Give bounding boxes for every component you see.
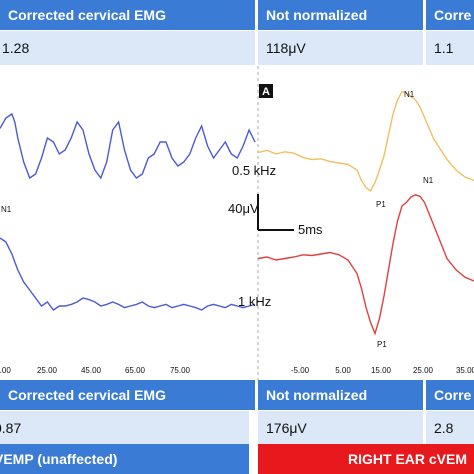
right-banner: RIGHT EAR cVEM (258, 444, 474, 474)
vemp-chart: A N1 N1 P1 N1 P1 0.5 kHz 1 kHz 40μV 5ms … (0, 66, 474, 382)
left-tick: 75.00 (170, 366, 191, 375)
right-tick: 5.00 (335, 366, 351, 375)
top-header-not-normalized: Not normalized (258, 0, 423, 30)
bottom-value-not-normalized: 176μV (258, 411, 423, 445)
panel-label: A (262, 86, 270, 98)
bottom-value-corrected-partial: 2.8 (426, 411, 474, 445)
label-0.5khz: 0.5 kHz (232, 163, 276, 178)
right05-p1-label: P1 (376, 200, 386, 209)
scale-amplitude-label: 40μV (228, 201, 259, 216)
left-trace-0.5khz (0, 112, 256, 180)
right-trace-0.5khz (257, 90, 474, 193)
right-tick: 25.00 (413, 366, 434, 375)
right-x-axis: -5.00 5.00 15.00 25.00 35.00 (291, 366, 474, 375)
left-n1-label: N1 (1, 205, 12, 214)
left-banner: VEMP (unaffected) (0, 444, 249, 474)
bottom-header-not-normalized: Not normalized (258, 380, 423, 410)
right05-n1-label: N1 (404, 90, 415, 99)
left-x-axis: 5.00 25.00 45.00 65.00 75.00 (0, 366, 191, 375)
bottom-header-corrected-partial: Corre (426, 380, 474, 410)
bottom-header-corrected-emg: Corrected cervical EMG (0, 380, 255, 410)
left-tick: 45.00 (81, 366, 102, 375)
bottom-value-corrected-emg: 0.87 (0, 411, 249, 445)
right-tick: 15.00 (371, 366, 392, 375)
top-value-corrected-emg: 1.28 (0, 31, 255, 65)
left-tick: 65.00 (125, 366, 146, 375)
left-tick: 5.00 (0, 366, 11, 375)
right-tick: -5.00 (291, 366, 310, 375)
scale-time-label: 5ms (298, 222, 323, 237)
right1-n1-label: N1 (423, 176, 434, 185)
right1-p1-label: P1 (377, 340, 387, 349)
right-tick: 35.00 (456, 366, 474, 375)
top-header-corrected-emg: Corrected cervical EMG (0, 0, 255, 30)
panel-label-box (259, 84, 273, 98)
left-tick: 25.00 (37, 366, 58, 375)
left-trace-1khz (0, 237, 256, 311)
right-trace-1khz (257, 194, 474, 336)
top-value-not-normalized: 118μV (258, 31, 423, 65)
label-1khz: 1 kHz (238, 294, 271, 309)
top-value-corrected-partial: 1.1 (426, 31, 474, 65)
top-header-corrected-partial: Corre (426, 0, 474, 30)
